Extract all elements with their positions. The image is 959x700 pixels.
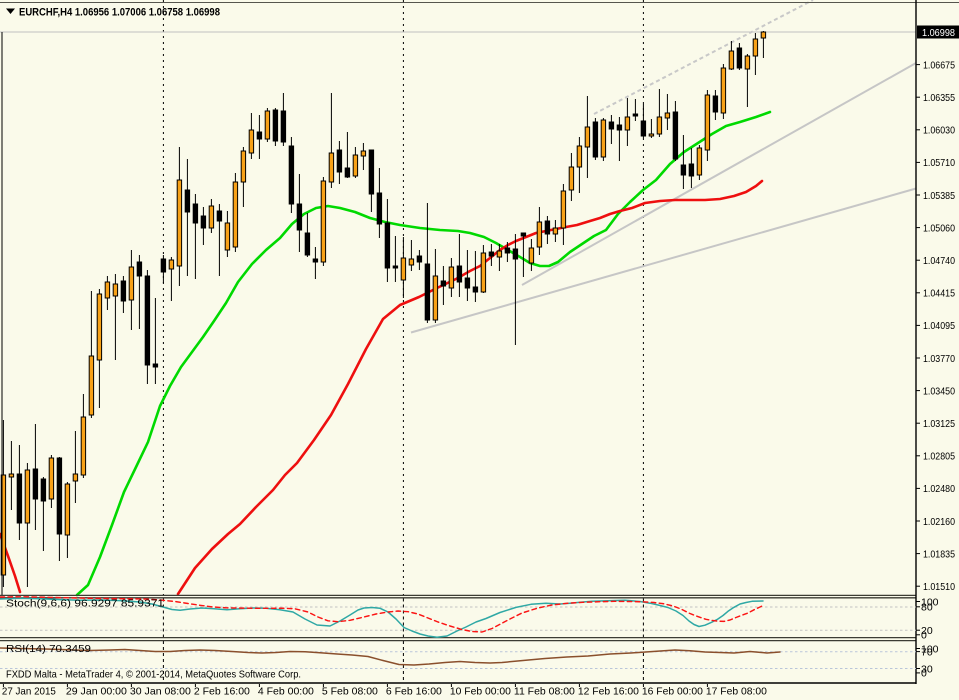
svg-text:6 Feb 16:00: 6 Feb 16:00 xyxy=(386,686,442,698)
svg-text:5 Feb 08:00: 5 Feb 08:00 xyxy=(322,686,378,698)
svg-text:0: 0 xyxy=(921,668,927,680)
svg-text:RSI(14) 70.3459: RSI(14) 70.3459 xyxy=(6,643,91,655)
svg-text:1.03125: 1.03125 xyxy=(923,418,955,430)
svg-text:1.02160: 1.02160 xyxy=(923,516,955,528)
svg-text:30: 30 xyxy=(921,663,933,675)
svg-text:27 Jan 2015: 27 Jan 2015 xyxy=(2,686,56,698)
svg-text:1.04740: 1.04740 xyxy=(923,255,955,267)
svg-text:1.06675: 1.06675 xyxy=(923,59,955,71)
svg-text:FXDD Malta - MetaTrader 4, © 2: FXDD Malta - MetaTrader 4, © 2001-2014, … xyxy=(6,669,301,681)
svg-text:EURCHF,H4 1.06956 1.07006 1.0: EURCHF,H4 1.06956 1.07006 1.06758 1.0699… xyxy=(19,7,220,19)
svg-text:80: 80 xyxy=(921,602,933,614)
svg-text:1.06030: 1.06030 xyxy=(923,125,955,137)
svg-text:1.02805: 1.02805 xyxy=(923,451,955,463)
svg-text:20: 20 xyxy=(921,625,933,637)
svg-text:1.01510: 1.01510 xyxy=(923,581,955,593)
svg-text:1.04415: 1.04415 xyxy=(923,288,955,300)
svg-text:100: 100 xyxy=(921,643,939,655)
svg-text:4 Feb 00:00: 4 Feb 00:00 xyxy=(258,686,314,698)
svg-text:16 Feb 00:00: 16 Feb 00:00 xyxy=(642,686,703,698)
svg-text:Stoch(9,6,6) 96.9297 85.9371: Stoch(9,6,6) 96.9297 85.9371 xyxy=(6,598,164,610)
svg-text:1.03770: 1.03770 xyxy=(923,353,955,365)
svg-text:1.01835: 1.01835 xyxy=(923,548,955,560)
svg-text:12 Feb 16:00: 12 Feb 16:00 xyxy=(578,686,639,698)
svg-text:1.05385: 1.05385 xyxy=(923,190,955,202)
svg-text:1.05060: 1.05060 xyxy=(923,222,955,234)
svg-text:1.02480: 1.02480 xyxy=(923,483,955,495)
svg-text:10 Feb 00:00: 10 Feb 00:00 xyxy=(450,686,511,698)
svg-text:1.06998: 1.06998 xyxy=(922,27,955,39)
svg-text:30 Jan 08:00: 30 Jan 08:00 xyxy=(130,686,191,698)
svg-text:17 Feb 08:00: 17 Feb 08:00 xyxy=(706,686,767,698)
svg-text:29 Jan 00:00: 29 Jan 00:00 xyxy=(66,686,127,698)
svg-text:1.05710: 1.05710 xyxy=(923,157,955,169)
svg-text:70: 70 xyxy=(921,646,933,658)
svg-text:100: 100 xyxy=(921,596,939,608)
svg-text:1.03450: 1.03450 xyxy=(923,385,955,397)
svg-text:11 Feb 08:00: 11 Feb 08:00 xyxy=(514,686,575,698)
svg-text:0: 0 xyxy=(921,630,927,642)
svg-text:1.04095: 1.04095 xyxy=(923,320,955,332)
svg-text:1.06355: 1.06355 xyxy=(923,92,955,104)
svg-text:2 Feb 16:00: 2 Feb 16:00 xyxy=(194,686,250,698)
